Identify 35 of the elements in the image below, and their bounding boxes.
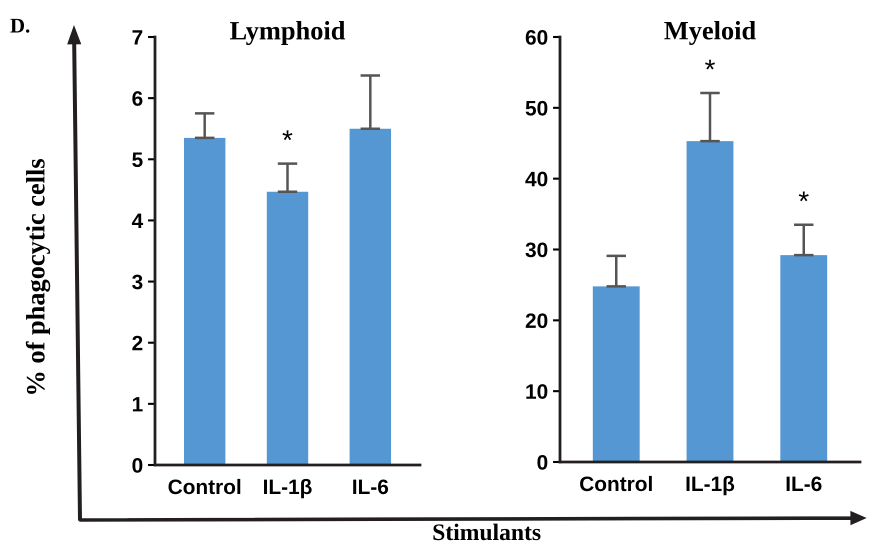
y-tick-label: 40: [525, 172, 548, 186]
y-tick-label: 5: [132, 152, 143, 168]
y-tick-label: 1: [132, 397, 143, 412]
y-tick-label: 10: [526, 384, 548, 399]
annotation: *: [705, 60, 715, 70]
chart-title: Lymphoid: [230, 21, 346, 46]
annotation: *: [282, 130, 292, 140]
bar: [266, 192, 308, 465]
y-tick-label: 3: [132, 274, 142, 290]
y-tick-label: 7: [132, 30, 142, 45]
x-tick-label: Control: [168, 478, 240, 494]
bar: [350, 128, 392, 465]
y-tick-label: 60: [526, 30, 548, 45]
y-tick-label: 50: [526, 100, 548, 116]
x-axis-title: Stimulants: [433, 524, 541, 540]
bar: [686, 141, 734, 462]
bar: [780, 255, 828, 462]
y-tick-label: 2: [132, 336, 142, 350]
y-tick-label: 0: [537, 455, 548, 470]
annotation: *: [798, 192, 809, 202]
x-tick-label: IL-6: [786, 476, 822, 492]
y-tick-label: 6: [132, 91, 142, 106]
x-tick-label: IL-6: [353, 479, 388, 494]
y-tick-label: 4: [132, 214, 144, 228]
chart-title: Myeloid: [664, 20, 756, 45]
text: D.: [10, 18, 30, 33]
y-tick-label: 20: [526, 313, 548, 328]
x-tick-label: IL-1β: [264, 478, 312, 498]
y-tick-label: 0: [132, 458, 142, 473]
bar: [184, 138, 226, 465]
y-axis-title: % of phagocytic cells: [26, 159, 50, 394]
y-tick-label: 30: [526, 242, 548, 258]
x-tick-label: Control: [580, 476, 652, 492]
x-tick-label: IL-1β: [686, 476, 734, 496]
bar: [592, 286, 640, 462]
